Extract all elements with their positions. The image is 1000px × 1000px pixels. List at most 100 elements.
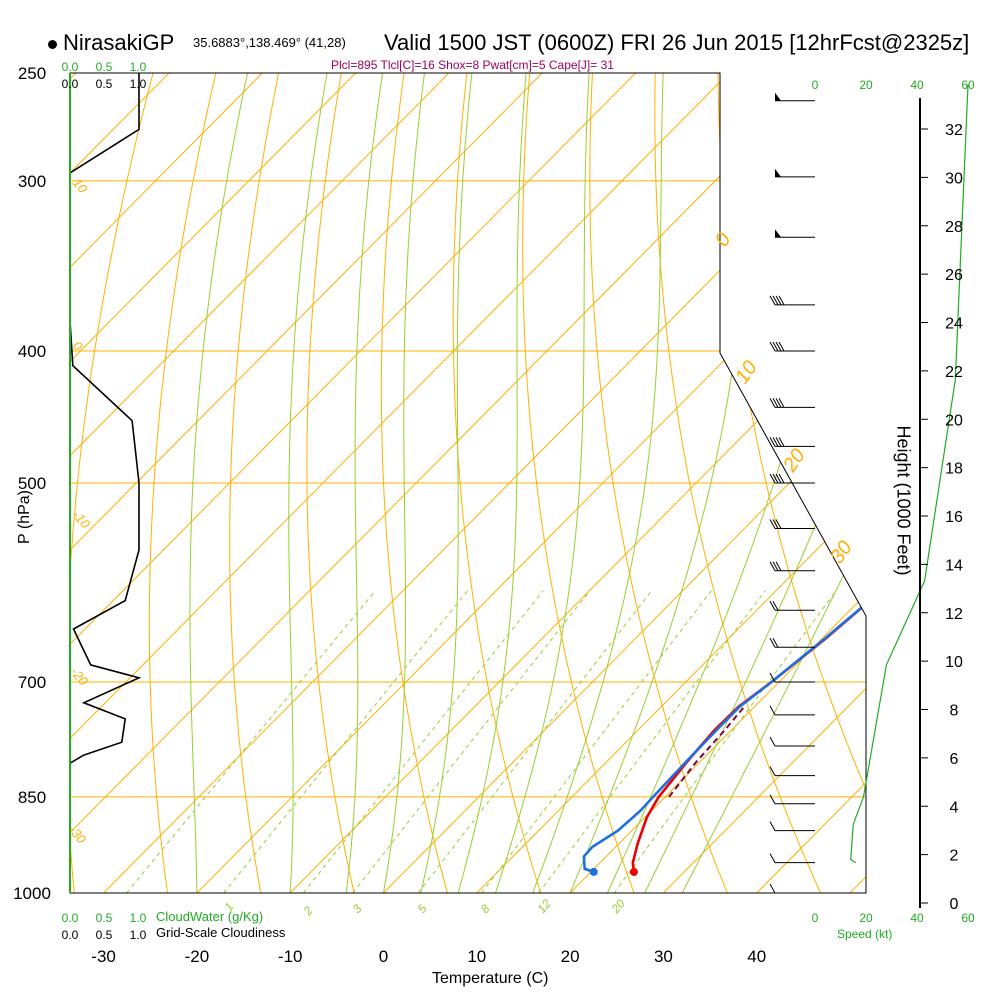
cloudwater-label: CloudWater (g/Kg) [156, 909, 264, 924]
cloudwater-tick-label: 0.5 [96, 60, 113, 74]
height-tick-label: 8 [950, 703, 959, 720]
dry-adiabat-line [969, 73, 1000, 893]
mixing-ratio-line [613, 590, 837, 893]
cloudiness-tick-label: 1.0 [130, 928, 147, 942]
temperature-tick-label: -30 [91, 947, 116, 966]
wind-feather [775, 519, 782, 529]
wind-feather [769, 853, 776, 863]
moist-adiabat-line [644, 73, 866, 893]
isotherm-line [70, 73, 263, 893]
height-tick-label: 6 [950, 751, 959, 768]
wind-feather [769, 794, 776, 805]
mixing-ratio-line [481, 590, 712, 893]
station-title: NirasakiGP [48, 30, 174, 56]
isotherm-line [70, 73, 543, 893]
dry-adiabat-line [522, 73, 635, 893]
dry-adiabat-label: 10 [70, 175, 91, 196]
isotherm-line [70, 73, 730, 893]
speed-tick-label: 20 [859, 911, 873, 925]
dry-adiabat-line [229, 73, 280, 893]
mixing-ratio-label: 3 [350, 902, 365, 916]
isotherm-label: 10 [731, 357, 762, 388]
isotherm-line [569, 73, 866, 893]
moist-adiabat-line [532, 73, 664, 893]
isotherm-line [70, 73, 636, 893]
height-tick-label: 24 [945, 316, 963, 333]
pressure-tick-label: 850 [18, 788, 46, 807]
wind-speed-line [850, 84, 969, 864]
wind-feather [769, 705, 776, 716]
wind-feather [775, 398, 782, 408]
height-tick-label: 22 [945, 364, 963, 381]
wind-feather [772, 600, 779, 611]
moist-adiabat-line [495, 73, 590, 893]
temperature-surface-point [629, 867, 638, 876]
wind-feather [769, 821, 776, 831]
wind-feather [772, 473, 779, 484]
isotherm-line [196, 73, 866, 893]
cloudwater-tick-label: 1.0 [130, 60, 147, 74]
pressure-tick-label: 700 [18, 673, 46, 692]
station-marker-icon [48, 39, 57, 49]
dry-adiabat-line [148, 73, 217, 893]
isotherm-line [70, 73, 356, 893]
moist-adiabat-line [189, 73, 249, 893]
wind-feather [775, 437, 782, 447]
speed-label: Speed (kt) [837, 927, 893, 941]
wind-feather [778, 473, 785, 484]
height-tick-label: 16 [945, 509, 963, 526]
dry-adiabat-label: -20 [68, 664, 92, 689]
mixing-ratio-label: 12 [535, 896, 555, 915]
dry-adiabat-line [589, 73, 728, 893]
dewpoint-line [582, 84, 866, 874]
isotherm-line [663, 73, 866, 893]
dry-adiabat-line [306, 73, 355, 893]
moist-adiabat-line [681, 73, 866, 893]
height-tick-label: 2 [950, 848, 959, 865]
wind-feather [772, 561, 779, 572]
dewpoint-surface-point [589, 867, 598, 876]
isotherm-line [289, 73, 866, 893]
mixing-ratio-line [303, 590, 544, 893]
height-tick-label: 18 [945, 461, 963, 478]
wind-feather [775, 561, 782, 572]
mixing-ratio-label: 5 [415, 902, 430, 916]
height-tick-label: 0 [950, 896, 959, 913]
speed-tick-label: 20 [859, 78, 873, 92]
wind-feather [769, 398, 776, 408]
pressure-tick-label: 300 [18, 172, 46, 191]
wind-feather [769, 766, 776, 776]
isotherm-line [70, 73, 450, 893]
wind-feather [769, 600, 776, 611]
speed-tick-label: 60 [961, 911, 975, 925]
wind-feather [769, 519, 776, 529]
wind-feather [769, 295, 776, 306]
moist-adiabat-line [420, 73, 473, 893]
isotherm-label: 30 [826, 537, 857, 568]
pressure-tick-label: 250 [18, 64, 46, 83]
wind-feather [772, 637, 779, 648]
speed-tick-label: 60 [961, 78, 975, 92]
isotherm-line [849, 73, 866, 893]
height-tick-label: 26 [945, 267, 963, 284]
speed-tick-label: 40 [910, 78, 924, 92]
temperature-tick-label: 10 [467, 947, 486, 966]
temperature-tick-label: 40 [747, 947, 766, 966]
mixing-ratio-line [352, 590, 591, 893]
dry-adiabat-line [654, 73, 822, 893]
moist-adiabat-line [383, 73, 425, 893]
wind-feather [775, 341, 782, 352]
wind-feather [772, 341, 779, 352]
wind-feather [769, 672, 776, 683]
dry-adiabat-line [843, 73, 866, 893]
moist-adiabat-line [288, 73, 328, 893]
cloudwater-tick-label: 0.5 [96, 911, 113, 925]
height-tick-label: 14 [945, 557, 963, 574]
speed-tick-label: 0 [812, 911, 819, 925]
wind-feather [772, 437, 779, 447]
cloudiness-tick-label: 0.0 [62, 928, 79, 942]
height-tick-label: 32 [945, 122, 963, 139]
wind-feather [769, 736, 776, 747]
cloudiness-tick-label: 1.0 [130, 77, 147, 91]
mixing-ratio-line [417, 590, 652, 893]
